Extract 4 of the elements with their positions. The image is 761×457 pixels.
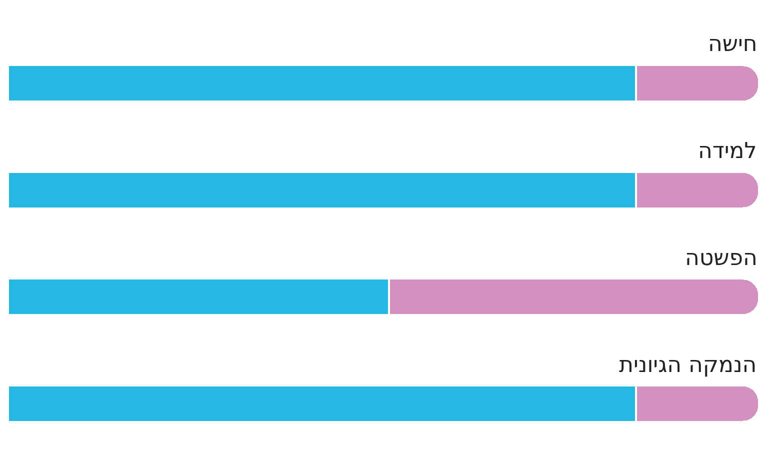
y-tick-label: הנמקה הגיונית bbox=[619, 353, 757, 378]
y-tick-label: חישה bbox=[708, 32, 758, 57]
y-tick-label: למידה bbox=[698, 139, 757, 164]
y-tick-label: הפשטה bbox=[685, 246, 758, 271]
